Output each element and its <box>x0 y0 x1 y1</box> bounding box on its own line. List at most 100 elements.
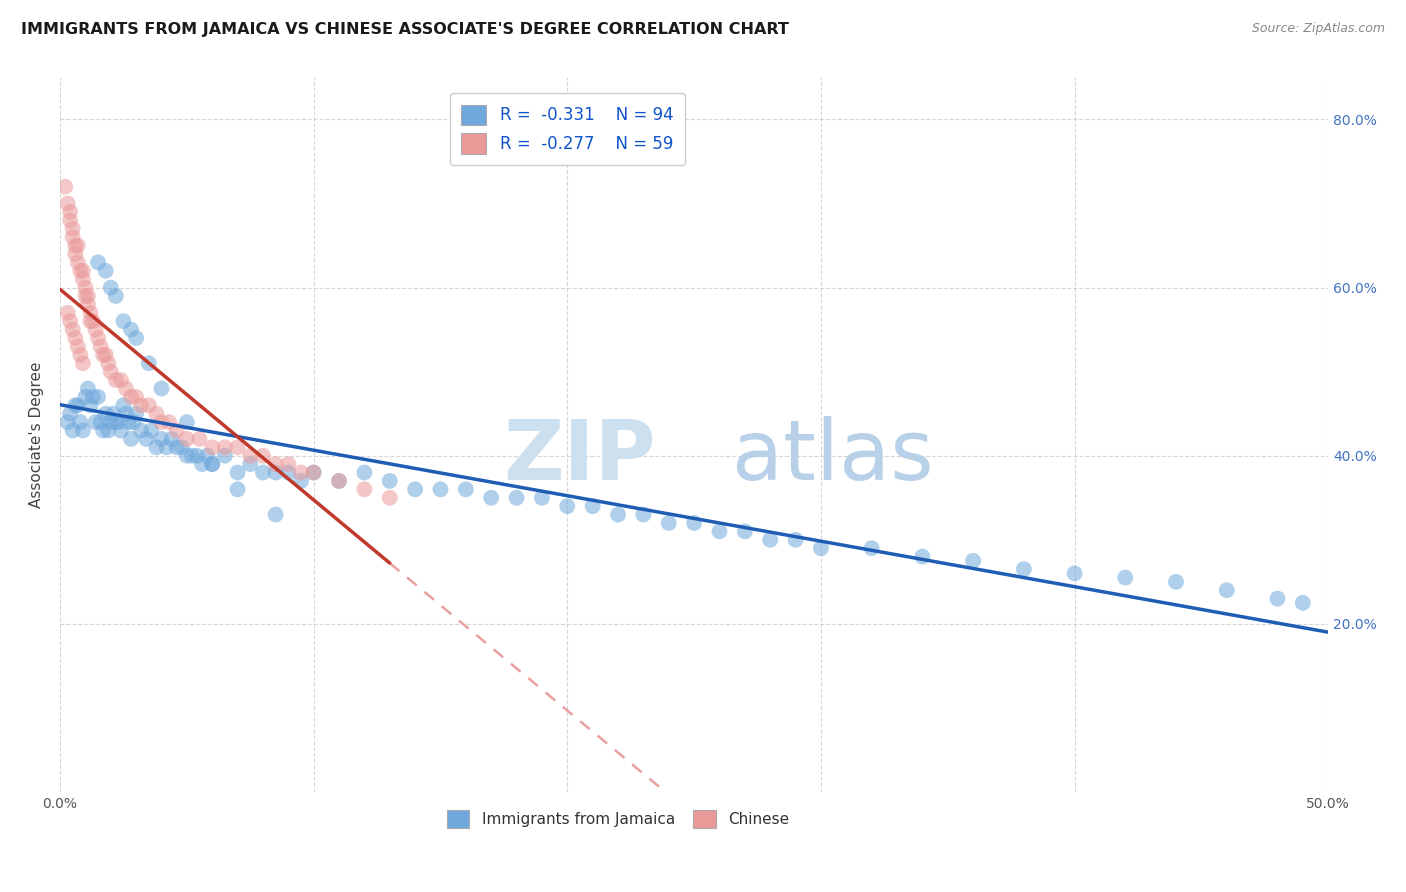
Point <box>87 331 110 345</box>
Point <box>195 449 218 463</box>
Point <box>759 533 782 547</box>
Point <box>94 407 117 421</box>
Point <box>1114 571 1136 585</box>
Point <box>378 474 401 488</box>
Y-axis label: Associate's Degree: Associate's Degree <box>30 361 44 508</box>
Point <box>328 474 350 488</box>
Point <box>709 524 731 539</box>
Point <box>145 440 167 454</box>
Point <box>56 306 79 320</box>
Point <box>378 491 401 505</box>
Point <box>264 457 287 471</box>
Point <box>962 554 984 568</box>
Point <box>91 348 114 362</box>
Point <box>94 264 117 278</box>
Point <box>112 314 135 328</box>
Point <box>160 432 183 446</box>
Point <box>290 474 312 488</box>
Point <box>107 415 129 429</box>
Point <box>115 407 138 421</box>
Point <box>1164 574 1187 589</box>
Point <box>252 449 274 463</box>
Point <box>176 449 198 463</box>
Point <box>65 331 87 345</box>
Point <box>226 440 249 454</box>
Point <box>290 466 312 480</box>
Point <box>77 289 100 303</box>
Point <box>170 440 193 454</box>
Point <box>633 508 655 522</box>
Point <box>91 424 114 438</box>
Point <box>110 424 132 438</box>
Point <box>214 449 236 463</box>
Point <box>75 289 97 303</box>
Point <box>112 398 135 412</box>
Point <box>302 466 325 480</box>
Point <box>150 382 173 396</box>
Point <box>69 415 91 429</box>
Point <box>201 457 224 471</box>
Point <box>201 457 224 471</box>
Point <box>90 415 112 429</box>
Point <box>252 466 274 480</box>
Point <box>429 483 451 497</box>
Point <box>186 449 208 463</box>
Point <box>1063 566 1085 581</box>
Point <box>658 516 681 530</box>
Point <box>176 432 198 446</box>
Point <box>79 398 101 412</box>
Point <box>104 289 127 303</box>
Point <box>79 306 101 320</box>
Point <box>911 549 934 564</box>
Point <box>72 356 94 370</box>
Point <box>191 457 214 471</box>
Point <box>145 407 167 421</box>
Point <box>1267 591 1289 606</box>
Legend: Immigrants from Jamaica, Chinese: Immigrants from Jamaica, Chinese <box>440 804 796 834</box>
Point <box>97 424 120 438</box>
Point <box>129 424 152 438</box>
Point <box>94 348 117 362</box>
Point <box>65 398 87 412</box>
Point <box>84 323 107 337</box>
Point <box>79 314 101 328</box>
Point <box>683 516 706 530</box>
Text: IMMIGRANTS FROM JAMAICA VS CHINESE ASSOCIATE'S DEGREE CORRELATION CHART: IMMIGRANTS FROM JAMAICA VS CHINESE ASSOC… <box>21 22 789 37</box>
Point <box>226 483 249 497</box>
Point <box>56 415 79 429</box>
Point <box>90 339 112 353</box>
Point <box>166 424 188 438</box>
Point <box>62 230 84 244</box>
Point <box>84 415 107 429</box>
Point <box>62 424 84 438</box>
Point <box>69 348 91 362</box>
Point <box>157 415 180 429</box>
Point <box>66 255 89 269</box>
Point <box>125 331 148 345</box>
Point <box>479 491 502 505</box>
Point <box>87 390 110 404</box>
Point <box>65 238 87 252</box>
Point <box>59 213 82 227</box>
Point <box>264 466 287 480</box>
Text: ZIP: ZIP <box>503 416 657 497</box>
Point <box>62 323 84 337</box>
Point <box>120 390 142 404</box>
Point <box>176 415 198 429</box>
Point <box>69 264 91 278</box>
Point <box>277 457 299 471</box>
Point <box>239 457 262 471</box>
Point <box>582 499 605 513</box>
Point <box>607 508 630 522</box>
Point <box>110 373 132 387</box>
Point <box>138 356 160 370</box>
Point <box>188 432 211 446</box>
Point <box>72 272 94 286</box>
Point <box>785 533 807 547</box>
Point <box>100 280 122 294</box>
Point <box>734 524 756 539</box>
Point <box>530 491 553 505</box>
Point <box>302 466 325 480</box>
Point <box>353 466 375 480</box>
Point <box>239 449 262 463</box>
